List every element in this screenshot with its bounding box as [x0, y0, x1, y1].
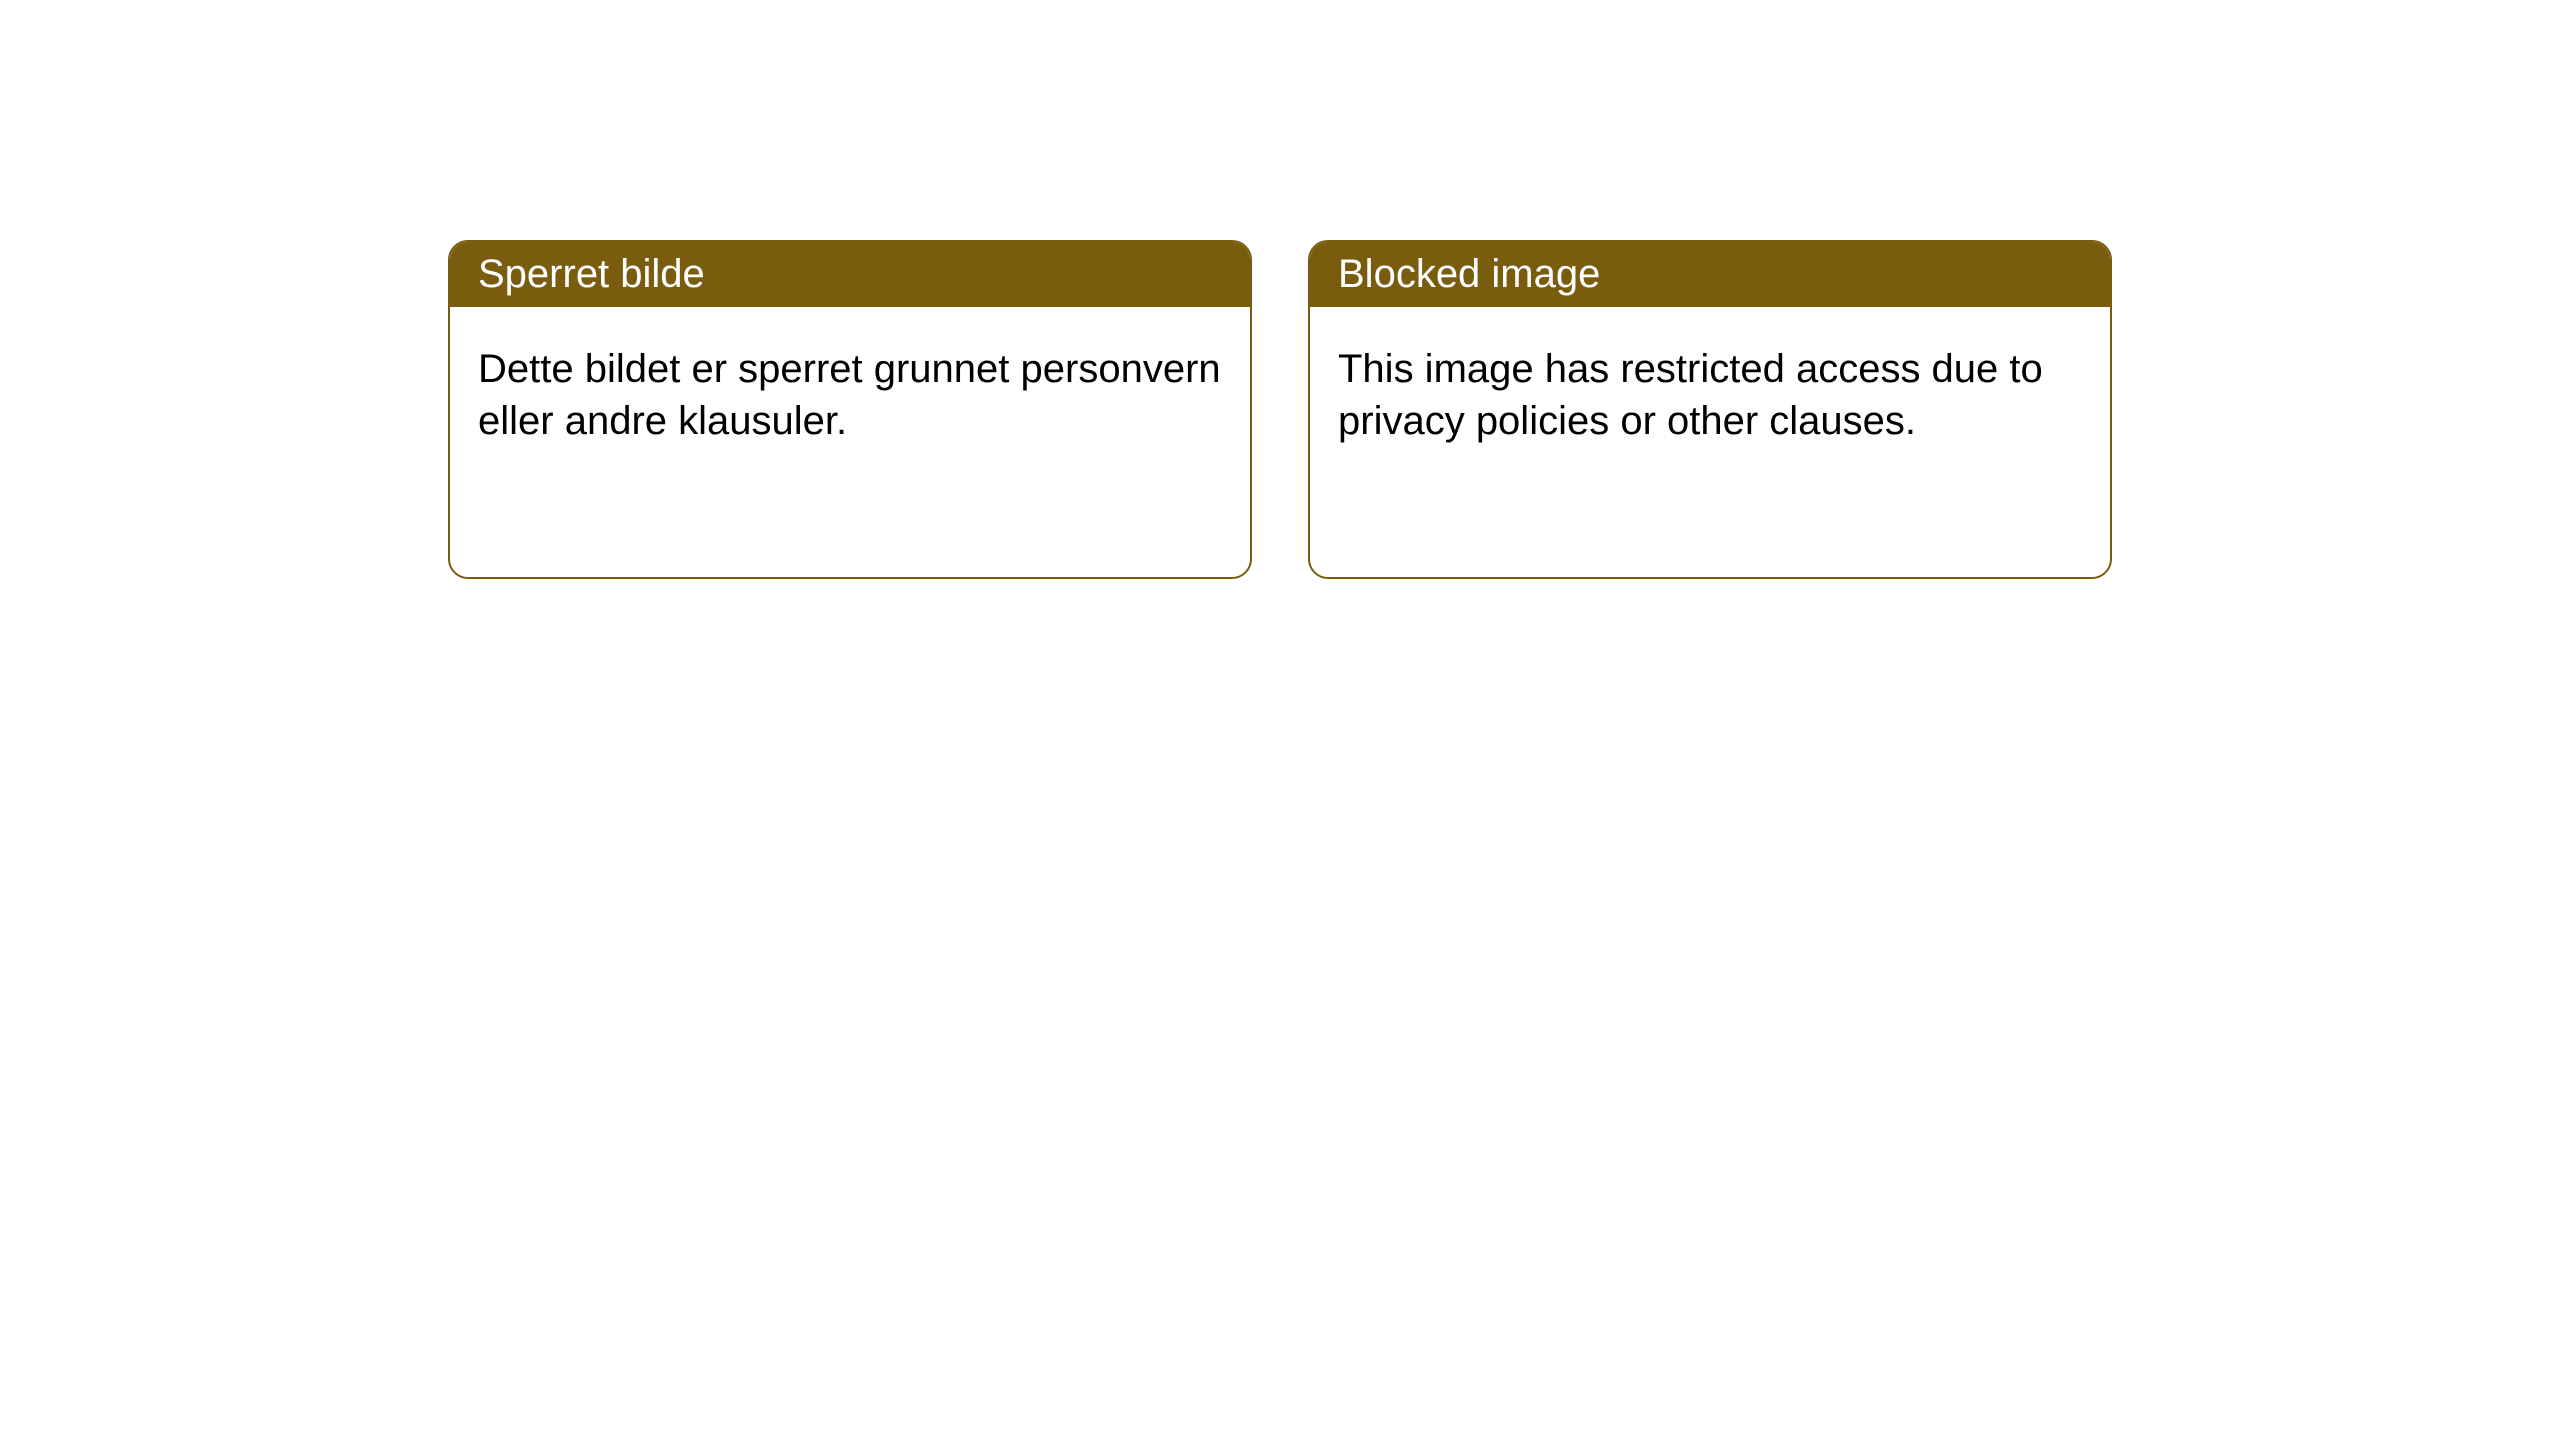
card-header-no: Sperret bilde: [450, 242, 1250, 307]
card-header-en: Blocked image: [1310, 242, 2110, 307]
blocked-image-card-no: Sperret bilde Dette bildet er sperret gr…: [448, 240, 1252, 579]
card-body-en: This image has restricted access due to …: [1310, 307, 2110, 577]
card-body-no: Dette bildet er sperret grunnet personve…: [450, 307, 1250, 577]
blocked-image-card-en: Blocked image This image has restricted …: [1308, 240, 2112, 579]
blocked-image-notice-container: Sperret bilde Dette bildet er sperret gr…: [448, 240, 2112, 579]
